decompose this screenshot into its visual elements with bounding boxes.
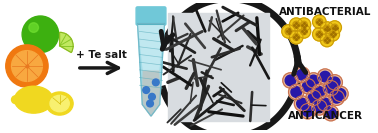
Text: ANTICANCER: ANTICANCER [288, 111, 363, 121]
Circle shape [294, 67, 310, 82]
Circle shape [332, 24, 338, 31]
Circle shape [326, 28, 339, 41]
Circle shape [300, 103, 316, 119]
Circle shape [291, 87, 302, 97]
Text: + Te salt: + Te salt [76, 50, 126, 60]
Circle shape [308, 92, 319, 103]
Circle shape [329, 77, 340, 88]
Circle shape [297, 18, 311, 31]
Circle shape [288, 84, 304, 100]
Circle shape [314, 87, 325, 97]
Circle shape [12, 51, 42, 81]
Circle shape [147, 100, 153, 107]
Circle shape [333, 86, 348, 102]
Polygon shape [138, 24, 164, 116]
Circle shape [328, 21, 341, 34]
Ellipse shape [50, 95, 69, 112]
Circle shape [302, 81, 313, 92]
Circle shape [308, 75, 319, 86]
Circle shape [297, 25, 311, 38]
Circle shape [152, 79, 159, 86]
Circle shape [327, 75, 342, 90]
Circle shape [282, 25, 295, 38]
Circle shape [143, 87, 150, 93]
Circle shape [316, 31, 323, 38]
Text: ANTIBACTERIAL: ANTIBACTERIAL [279, 7, 371, 17]
Circle shape [320, 98, 330, 109]
Circle shape [332, 92, 342, 103]
Circle shape [6, 45, 48, 87]
Circle shape [294, 96, 310, 111]
Circle shape [313, 28, 326, 41]
Circle shape [320, 71, 330, 82]
Circle shape [306, 73, 321, 88]
Polygon shape [143, 70, 160, 116]
Circle shape [301, 21, 307, 28]
Circle shape [325, 83, 336, 93]
Circle shape [285, 28, 292, 35]
Circle shape [318, 69, 333, 84]
Polygon shape [138, 25, 164, 70]
Wedge shape [60, 32, 73, 53]
Circle shape [324, 25, 330, 32]
Circle shape [320, 33, 334, 47]
Circle shape [300, 78, 316, 94]
Circle shape [293, 21, 300, 28]
Circle shape [48, 96, 56, 103]
FancyBboxPatch shape [136, 7, 166, 25]
Circle shape [335, 89, 346, 99]
Circle shape [323, 105, 339, 121]
Circle shape [329, 31, 336, 38]
Circle shape [329, 90, 344, 105]
Circle shape [313, 15, 326, 28]
Circle shape [301, 28, 307, 35]
Circle shape [324, 37, 330, 43]
Circle shape [29, 23, 39, 32]
Circle shape [316, 18, 323, 25]
Circle shape [12, 96, 19, 103]
Circle shape [293, 34, 300, 41]
Circle shape [325, 108, 336, 119]
Circle shape [283, 73, 298, 88]
Circle shape [290, 30, 303, 44]
Circle shape [306, 90, 321, 105]
Circle shape [311, 84, 327, 100]
Circle shape [320, 22, 334, 35]
Circle shape [297, 69, 307, 80]
Circle shape [285, 75, 296, 86]
Ellipse shape [14, 86, 53, 113]
Circle shape [149, 93, 155, 100]
Circle shape [323, 80, 339, 96]
Circle shape [22, 16, 59, 53]
Circle shape [318, 96, 333, 111]
Circle shape [297, 98, 307, 109]
Circle shape [302, 106, 313, 117]
Ellipse shape [46, 92, 73, 115]
Circle shape [311, 100, 327, 115]
Circle shape [290, 18, 303, 31]
Bar [168, 13, 269, 121]
Circle shape [314, 102, 325, 113]
